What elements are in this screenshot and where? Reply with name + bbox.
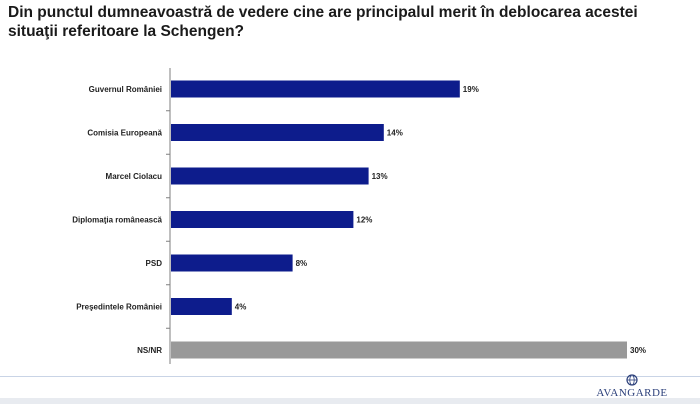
bar-chart: Guvernul României 19% Comisia Europeană 14%… [72, 68, 646, 364]
category-label: Preşedintele României [76, 303, 162, 312]
value-label: 4% [235, 303, 247, 312]
avangarde-logo: AVANGARDE [572, 374, 692, 402]
logo-text: AVANGARDE [596, 387, 668, 399]
footer-band [0, 398, 700, 404]
bar [171, 341, 627, 359]
bar [171, 167, 369, 185]
value-label: 8% [296, 259, 308, 268]
bar [171, 298, 232, 315]
value-label: 14% [387, 129, 403, 138]
bar [171, 80, 460, 98]
category-label: Guvernul României [89, 85, 162, 94]
bar [171, 124, 384, 141]
bar [171, 254, 293, 272]
value-label: 19% [463, 85, 479, 94]
footer-divider [0, 376, 700, 377]
globe-icon [626, 374, 638, 386]
chart-title: Din punctul dumneavoastră de vedere cine… [8, 4, 638, 40]
bar [171, 211, 354, 228]
category-label: NS/NR [137, 346, 162, 355]
category-label: Diplomaţia românească [72, 216, 162, 225]
category-label: PSD [146, 259, 163, 268]
value-label: 13% [372, 172, 388, 181]
value-label: 12% [356, 216, 372, 225]
category-label: Comisia Europeană [87, 129, 162, 138]
category-label: Marcel Ciolacu [106, 172, 163, 181]
value-label: 30% [630, 346, 646, 355]
